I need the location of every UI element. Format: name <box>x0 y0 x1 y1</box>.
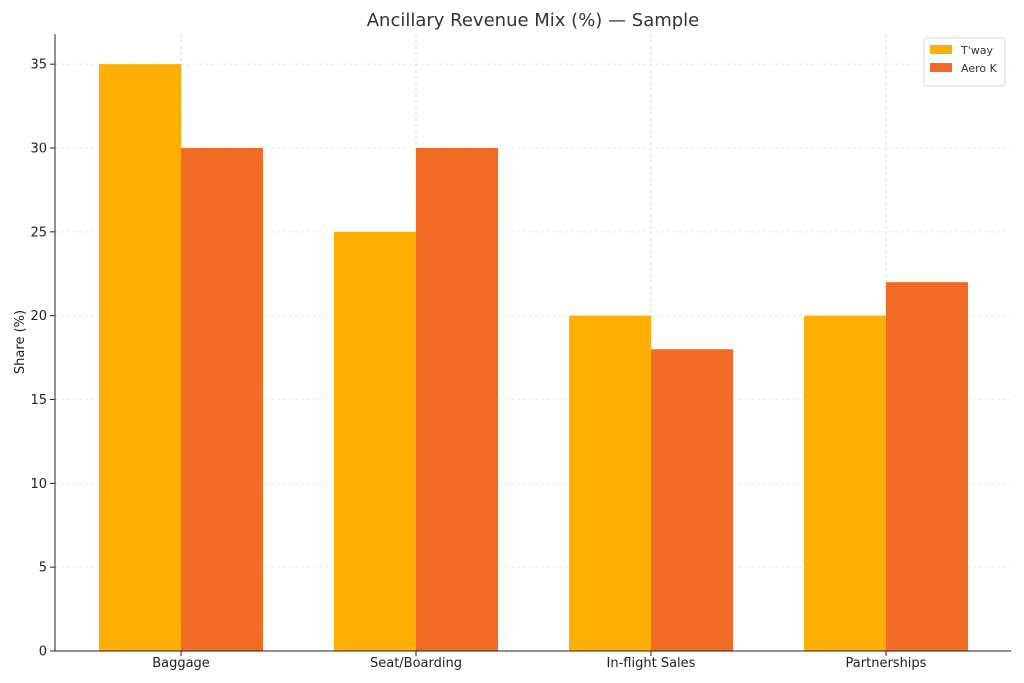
y-tick-label: 10 <box>30 477 47 492</box>
chart-title: Ancillary Revenue Mix (%) — Sample <box>367 10 700 31</box>
y-axis-label: Share (%) <box>13 310 28 374</box>
bar <box>569 315 651 651</box>
bar <box>416 148 498 651</box>
y-tick-label: 30 <box>30 142 47 157</box>
axes <box>54 34 1011 652</box>
y-tick-label: 25 <box>30 225 47 240</box>
legend-swatch <box>930 63 952 72</box>
y-ticks: 0 5 10 15 20 25 30 35 <box>30 58 55 660</box>
bars <box>99 64 968 652</box>
y-tick-label: 0 <box>39 645 47 660</box>
bar <box>181 148 263 651</box>
legend: T'way Aero K <box>923 37 1006 87</box>
legend-label: Aero K <box>961 62 998 75</box>
legend-label: T'way <box>960 44 993 57</box>
x-tick-label: In-flight Sales <box>607 656 696 671</box>
bar <box>99 64 181 652</box>
x-ticks: Baggage Seat/Boarding In-flight Sales Partn… <box>152 651 927 671</box>
bar <box>651 349 733 651</box>
x-tick-label: Seat/Boarding <box>370 656 462 671</box>
y-tick-label: 15 <box>30 393 47 408</box>
x-tick-label: Partnerships <box>846 656 927 671</box>
bar <box>804 315 886 651</box>
y-tick-label: 20 <box>30 309 47 324</box>
y-tick-label: 35 <box>30 58 47 73</box>
bar <box>334 231 416 651</box>
y-tick-label: 5 <box>39 561 47 576</box>
bar <box>886 282 968 651</box>
x-tick-label: Baggage <box>152 656 210 671</box>
legend-swatch <box>930 45 952 54</box>
